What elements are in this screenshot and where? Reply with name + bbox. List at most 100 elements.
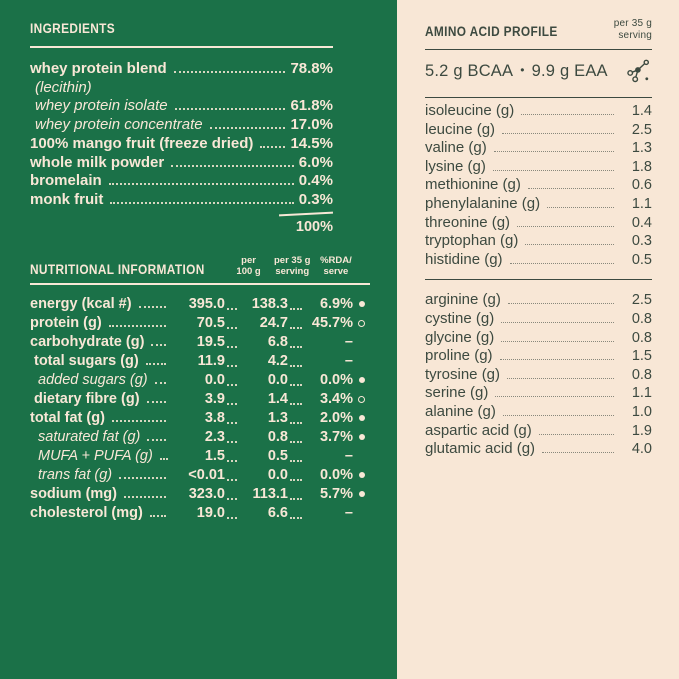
dot-leader	[290, 440, 302, 443]
nutrition-row: sodium (mg) 323.0 113.1 5.7%	[30, 485, 370, 504]
dot-leader	[507, 303, 614, 305]
ingredient-name: (lecithin)	[35, 78, 92, 96]
amino-acid-row: arginine (g) 2.5	[425, 291, 652, 310]
nutrient-label-cell: protein (g)	[30, 314, 171, 333]
ingredient-name: 100% mango fruit (freeze dried)	[30, 134, 254, 152]
amino-acid-row: methionine (g) 0.6	[425, 176, 652, 195]
dot-leader	[290, 516, 302, 519]
left-panel: INGREDIENTS whey protein blend 78.8% (leci…	[0, 0, 397, 679]
ingredient-row: whole milk powder 6.0%	[30, 154, 333, 173]
amino-acid-value: 0.4	[631, 214, 652, 231]
ingredients-list: whey protein blend 78.8% (lecithin) whey pr…	[30, 60, 333, 210]
dot-leader	[260, 145, 286, 148]
per-100g-value: 70.5	[196, 314, 225, 331]
ingredient-row: whey protein blend 78.8%	[30, 60, 333, 79]
dot-leader	[227, 383, 237, 386]
dot-leader	[147, 438, 166, 441]
amino-acid-row: histidine (g) 0.5	[425, 251, 652, 270]
amino-acid-name: aspartic acid (g)	[425, 421, 532, 439]
amino-acid-value: 1.4	[631, 103, 652, 119]
dot-leader	[290, 421, 302, 424]
amino-acid-value: 0.8	[631, 310, 652, 327]
ingredient-name: whey protein isolate	[35, 97, 168, 115]
dot-leader	[492, 169, 614, 171]
dot-leader	[521, 114, 614, 115]
nutrition-row: cholesterol (mg) 19.0 6.6 –	[30, 504, 370, 523]
ingredient-name: bromelain	[30, 172, 102, 190]
dot-leader	[502, 414, 614, 416]
nutrition-table-header: NUTRITIONAL INFORMATION per 100 g per 35…	[30, 255, 370, 277]
amino-acid-value: 0.6	[631, 177, 652, 194]
filled-bullet-icon	[358, 301, 365, 308]
dot-leader	[149, 514, 166, 517]
nutrient-label-cell: total sugars (g)	[30, 352, 171, 371]
nutrient-name: total sugars (g)	[34, 352, 139, 369]
right-panel: AMINO ACID PROFILE per 35 g serving 5.2 …	[397, 0, 679, 679]
per-35g-value: 0.0	[267, 371, 288, 388]
dot-leader	[290, 459, 302, 462]
rda-value: 3.4%	[319, 390, 353, 407]
dot-leader	[290, 364, 302, 367]
amino-acid-name: proline (g)	[425, 347, 493, 365]
dot-leader	[227, 402, 237, 405]
amino-summary: 5.2 g BCAA • 9.9 g EAA	[425, 50, 652, 90]
ingredient-row: monk fruit 0.3%	[30, 191, 333, 210]
amino-acid-name: leucine (g)	[425, 120, 496, 138]
ingredient-percent: 78.8%	[290, 60, 333, 77]
nutrition-row: energy (kcal #) 395.0 138.3 6.9%	[30, 295, 370, 314]
nutrition-row: added sugars (g) 0.0 0.0 0.0%	[30, 371, 370, 390]
marker-cell	[353, 301, 370, 308]
dot-leader	[174, 108, 286, 111]
ingredient-row: bromelain 0.4%	[30, 172, 333, 191]
dot-leader	[145, 362, 166, 365]
dot-leader	[290, 478, 302, 481]
per-100g-value: 323.0	[188, 485, 225, 502]
per-100g-value: 3.9	[204, 390, 225, 407]
nutrition-title: NUTRITIONAL INFORMATION	[30, 261, 205, 277]
amino-acid-value: 0.5	[631, 251, 652, 268]
amino-acid-row: threonine (g) 0.4	[425, 214, 652, 233]
dot-leader	[159, 457, 168, 460]
amino-acid-name: alanine (g)	[425, 402, 496, 420]
nutrient-name: cholesterol (mg)	[30, 504, 143, 521]
ingredient-percent: 17.0%	[290, 116, 333, 134]
marker-cell	[353, 377, 370, 384]
rda-value: –	[344, 333, 353, 350]
nutrient-name: added sugars (g)	[38, 371, 148, 388]
amino-acid-row: aspartic acid (g) 1.9	[425, 422, 652, 441]
dot-leader	[227, 421, 237, 424]
rda-value: 3.7%	[319, 428, 353, 445]
rda-value: 6.9%	[319, 295, 353, 312]
ingredient-name: whey protein concentrate	[35, 116, 203, 134]
nutrition-divider	[30, 282, 370, 285]
per-35g-value: 1.3	[267, 409, 288, 426]
per-35g-value: 138.3	[251, 295, 288, 312]
nutrient-name: trans fat (g)	[38, 466, 113, 483]
dot-leader	[108, 324, 166, 327]
nutrient-name: protein (g)	[30, 314, 102, 331]
nutrient-label-cell: total fat (g)	[30, 409, 171, 428]
amino-acid-name: tyrosine (g)	[425, 365, 501, 383]
dot-leader	[227, 326, 237, 329]
amino-acid-value: 1.0	[631, 403, 652, 420]
hollow-bullet-icon	[358, 319, 365, 327]
dot-leader	[146, 400, 166, 403]
marker-cell	[353, 395, 370, 403]
nutrition-row: MUFA + PUFA (g) 1.5 0.5 –	[30, 447, 370, 466]
dot-leader	[173, 71, 286, 73]
dot-leader	[499, 359, 614, 361]
dot-leader	[517, 225, 614, 227]
filled-bullet-icon	[358, 491, 365, 498]
amino-acid-row: cystine (g) 0.8	[425, 310, 652, 329]
ingredient-row: whey protein isolate 61.8%	[30, 97, 333, 116]
amino-acid-row: phenylalanine (g) 1.1	[425, 195, 652, 214]
hollow-bullet-icon	[358, 395, 365, 403]
amino-acid-row: isoleucine (g) 1.4	[425, 102, 652, 121]
amino-acid-row: tyrosine (g) 0.8	[425, 366, 652, 385]
amino-acid-name: arginine (g)	[425, 291, 501, 309]
per-100g-value: 1.5	[204, 447, 225, 464]
amino-divider-mid	[425, 97, 652, 98]
dot-leader	[154, 381, 166, 384]
per-35g-value: 1.4	[267, 390, 288, 407]
dot-leader	[290, 345, 302, 348]
